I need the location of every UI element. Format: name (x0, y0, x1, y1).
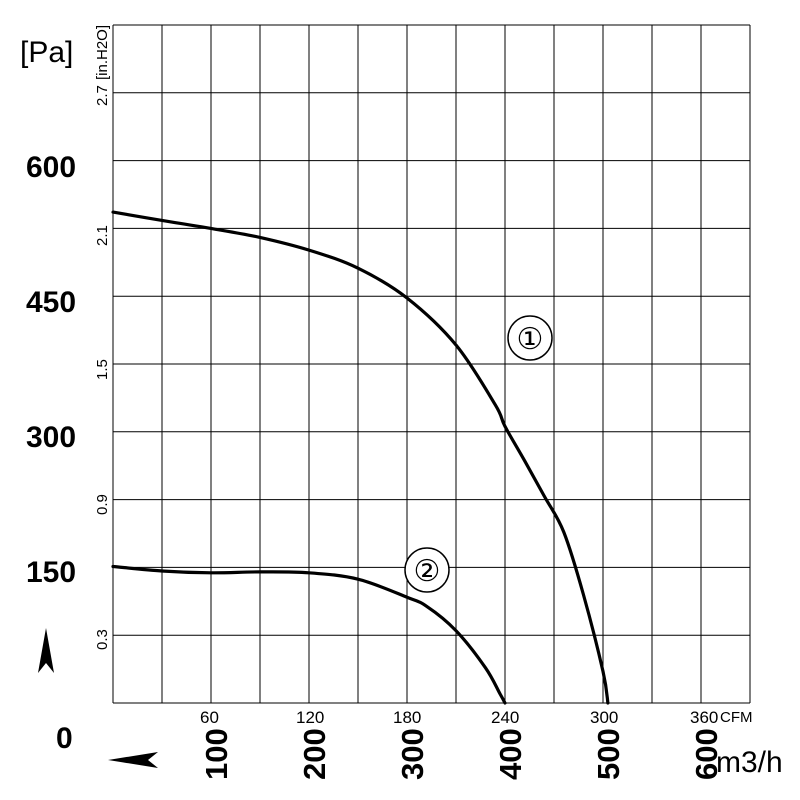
left-axis-tick: 0 (56, 722, 73, 755)
cfm-axis-tick: 300 (590, 708, 618, 727)
m3h-axis-tick: 600 (689, 728, 724, 780)
curve-1-line (111, 210, 610, 705)
right-arrow-icon (108, 752, 158, 768)
m3h-axis-tick: 200 (297, 728, 332, 780)
up-arrow-icon (38, 628, 54, 673)
m3h-axis-tick: 400 (493, 728, 528, 780)
cfm-axis-tick: 180 (393, 708, 421, 727)
m3h-axis-tick: 100 (199, 728, 234, 780)
curve-2-label: ② (404, 547, 450, 593)
curve-2-line (111, 564, 507, 705)
curve-group (111, 210, 610, 705)
left-axis-tick: 300 (26, 421, 76, 454)
cfm-axis-tick: 240 (491, 708, 519, 727)
chart-grid (112, 24, 751, 704)
cfm-axis-tick: 60 (200, 708, 219, 727)
left-axis-unit: [Pa] (20, 36, 73, 69)
inner-axis-tick: 0.3 (94, 629, 111, 650)
inner-axis-unit: [in.H2O] (94, 25, 111, 80)
m3h-axis-tick: 500 (591, 728, 626, 780)
cfm-axis-tick: 120 (296, 708, 324, 727)
m3h-axis-unit: m3/h (716, 746, 783, 779)
cfm-axis-tick: 360 (690, 708, 718, 727)
m3h-axis-tick: 300 (395, 728, 430, 780)
curve-1-label-text: ① (517, 323, 544, 356)
left-axis-tick: 450 (26, 286, 76, 319)
cfm-axis-unit: CFM (720, 709, 753, 726)
left-axis-tick: 600 (26, 151, 76, 184)
inner-axis-tick: 1.5 (94, 359, 111, 380)
inner-axis-tick: 0.9 (94, 494, 111, 515)
curve-2-label-text: ② (414, 555, 441, 588)
inner-axis-tick: 2.1 (94, 225, 111, 246)
curve-1-label: ① (507, 315, 553, 361)
inner-axis-tick: 2.7 (94, 85, 111, 106)
left-axis-tick: 150 (26, 556, 76, 589)
